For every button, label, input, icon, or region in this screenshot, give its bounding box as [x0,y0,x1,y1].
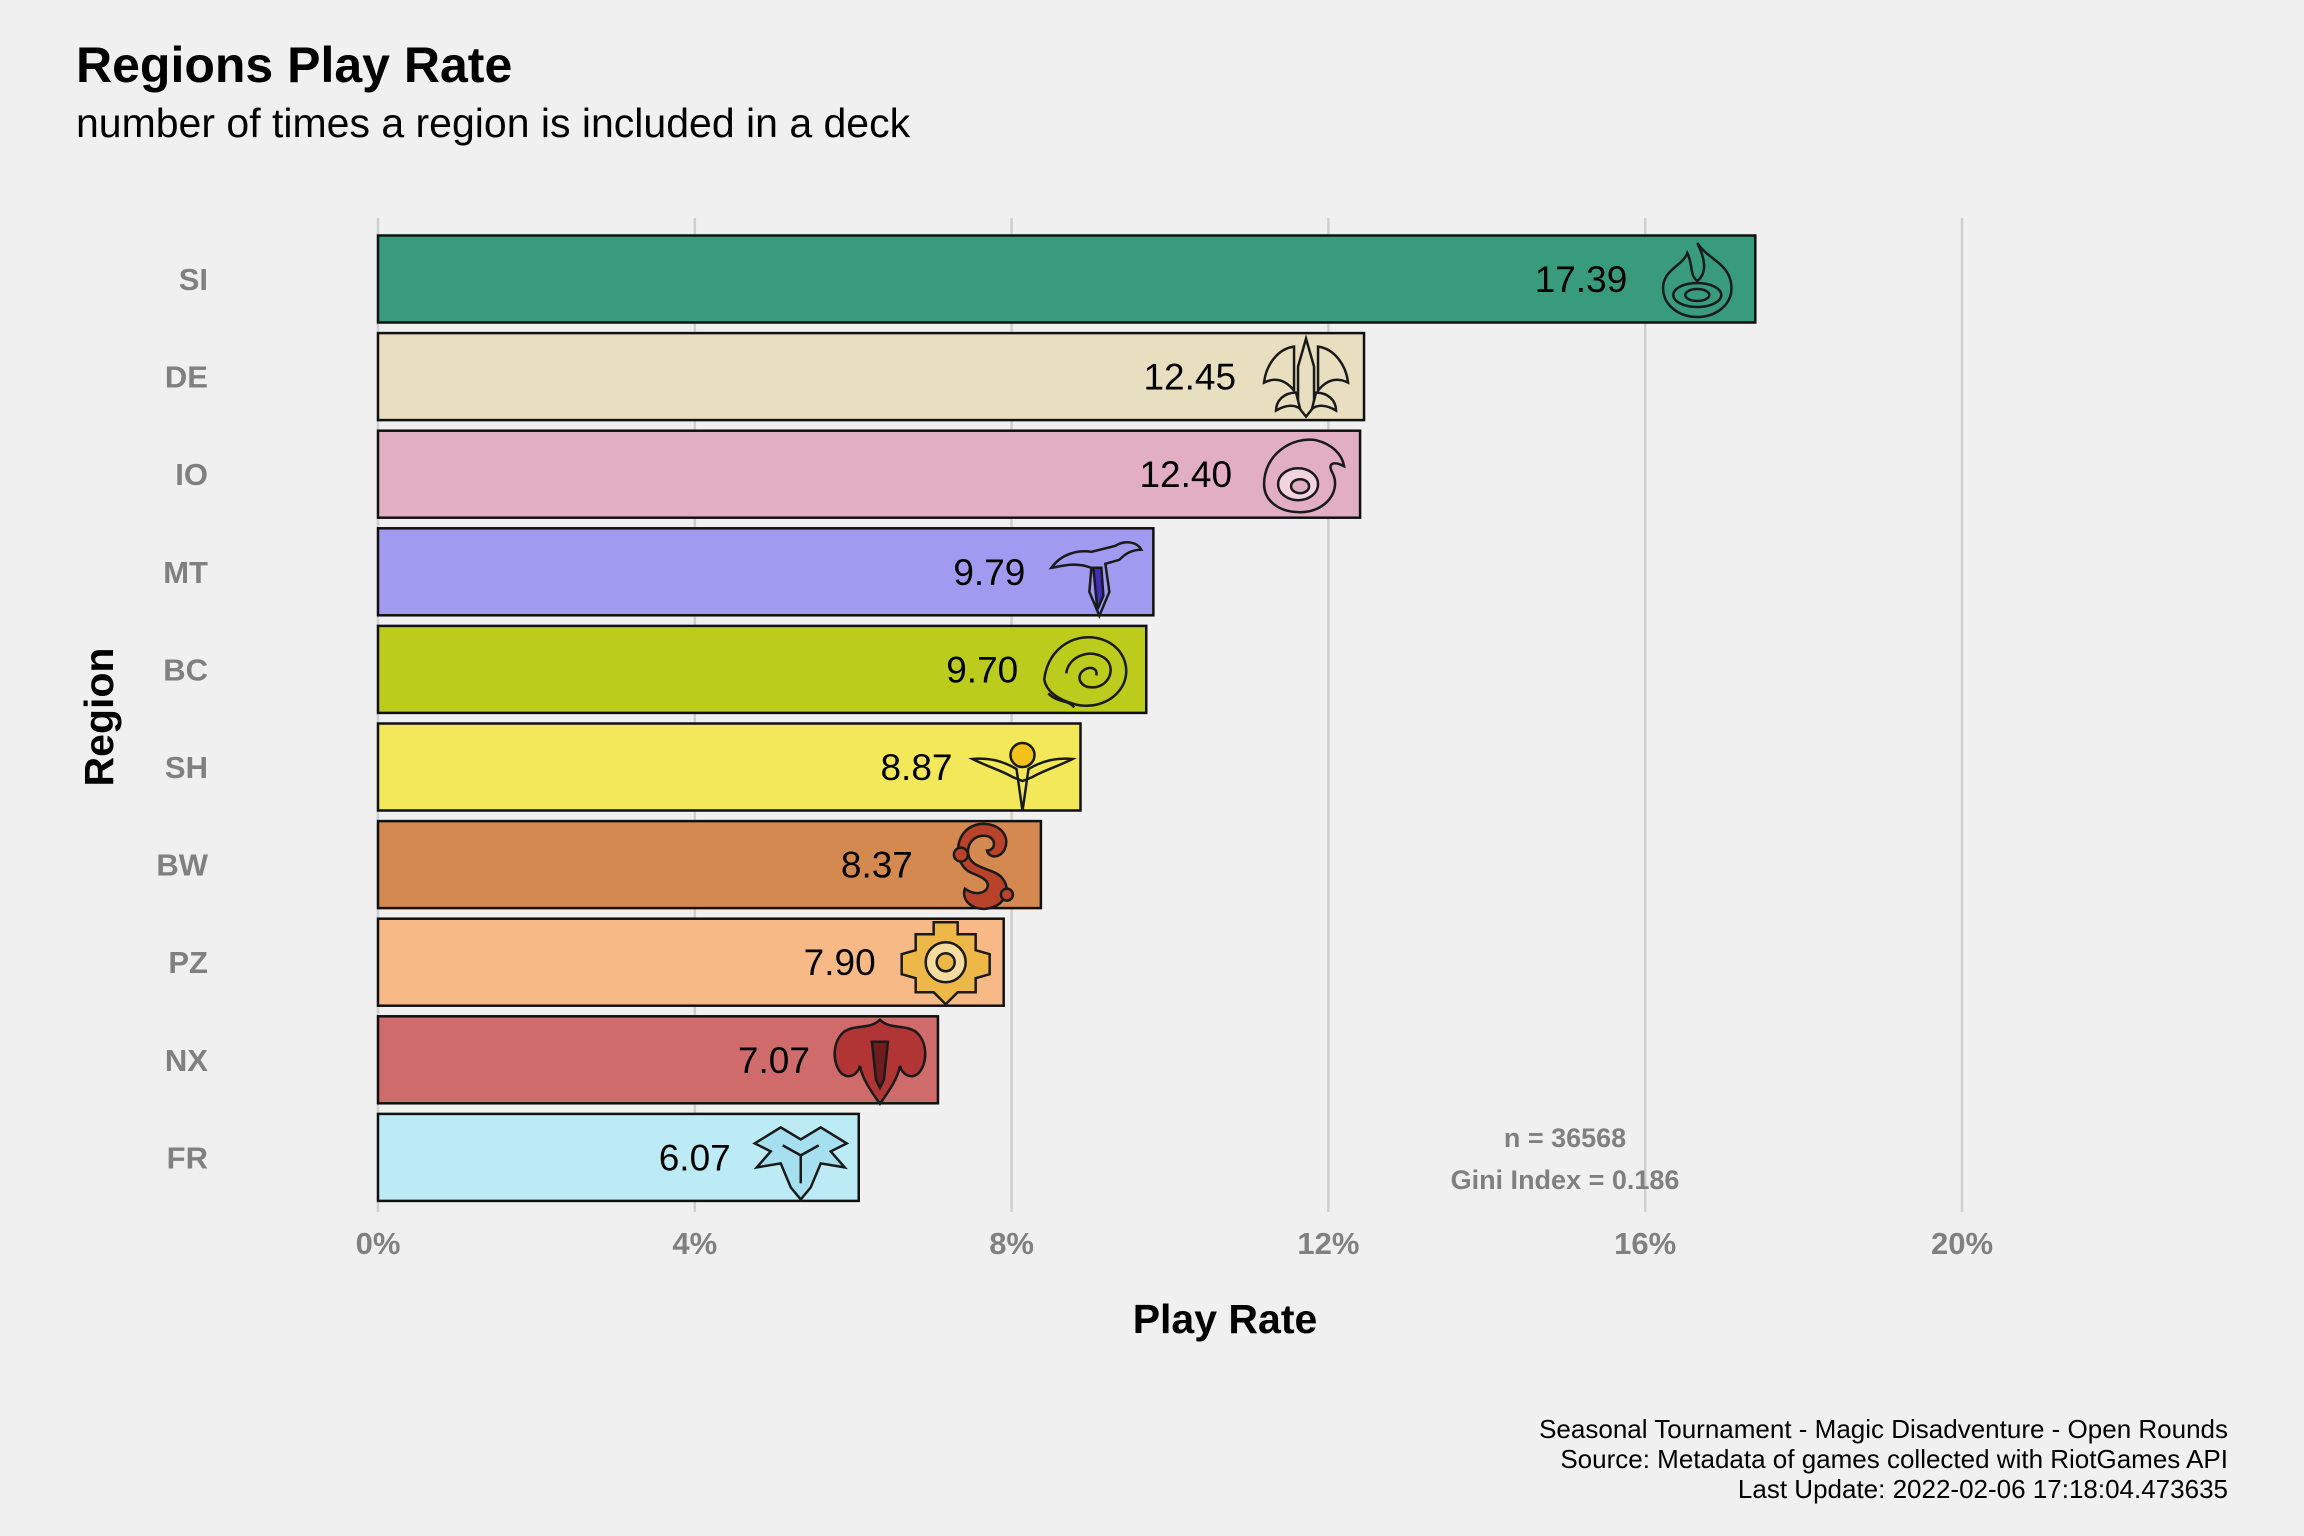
noxus-icon [833,1018,927,1106]
category-labels: SI DE IO MT BC SH BW PZ NX FR [156,262,208,1175]
shurima-icon [968,741,1077,812]
x-tick-labels: 0% 4% 8% 12% 16% 20% [356,1226,1993,1261]
demacia-icon [1262,334,1350,419]
category-label: PZ [168,945,208,980]
value-label: 12.40 [1139,454,1232,495]
bar-mt [376,527,1155,617]
ionia-icon [1262,438,1346,514]
caption-line-source: Source: Metadata of games collected with… [1560,1444,2228,1474]
category-label: MT [163,555,208,590]
x-tick-label: 4% [672,1226,717,1261]
value-label: 8.87 [880,747,952,788]
bilgewater-icon [952,822,1015,911]
value-label: 6.07 [659,1137,731,1178]
category-label: NX [165,1043,208,1078]
x-tick-label: 12% [1297,1226,1359,1261]
bar-io [376,429,1362,519]
freljord-icon [752,1125,850,1202]
bar-sh [376,722,1082,812]
category-label: FR [167,1140,208,1175]
chart-subtitle: number of times a region is included in … [76,100,911,146]
caption-line-update: Last Update: 2022-02-06 17:18:04.473635 [1737,1474,2228,1504]
bar-bw [376,819,1043,910]
category-label: BC [163,652,208,687]
chart-caption: Seasonal Tournament - Magic Disadventure… [1539,1414,2228,1504]
category-label: SI [179,262,208,297]
category-label: BW [156,848,208,883]
gini-annotation: Gini Index = 0.186 [1451,1165,1680,1195]
bar-pz [376,917,1005,1007]
bar-de [376,331,1366,422]
caption-line-tournament: Seasonal Tournament - Magic Disadventure… [1539,1414,2228,1444]
bandle-city-icon [1042,635,1128,709]
x-tick-label: 20% [1931,1226,1993,1261]
value-label: 9.79 [953,552,1025,593]
x-axis-title: Play Rate [1133,1296,1318,1342]
x-tick-label: 0% [356,1226,401,1261]
value-label: 7.07 [738,1040,810,1081]
y-axis-title: Region [76,648,122,787]
value-label: 7.90 [804,942,876,983]
shadow-isles-icon [1662,242,1733,319]
piltover-zaun-icon [900,920,991,1006]
chart-title: Regions Play Rate [76,37,513,93]
x-tick-label: 16% [1614,1226,1676,1261]
mount-targon-icon [1048,541,1144,620]
value-label: 9.70 [946,649,1018,690]
sample-size-annotation: n = 36568 [1504,1123,1626,1153]
x-tick-label: 8% [989,1226,1034,1261]
category-label: DE [165,360,208,395]
value-label: 8.37 [841,845,913,886]
bar-bc [376,624,1148,715]
value-label: 17.39 [1535,259,1628,300]
bars-group: 17.39 12.45 12.40 9.79 9.70 8.87 8.37 7.90 7.07 6… [376,234,1757,1203]
category-label: SH [165,750,208,785]
bar-si [376,234,1757,324]
category-label: IO [175,457,208,492]
value-label: 12.45 [1143,357,1236,398]
